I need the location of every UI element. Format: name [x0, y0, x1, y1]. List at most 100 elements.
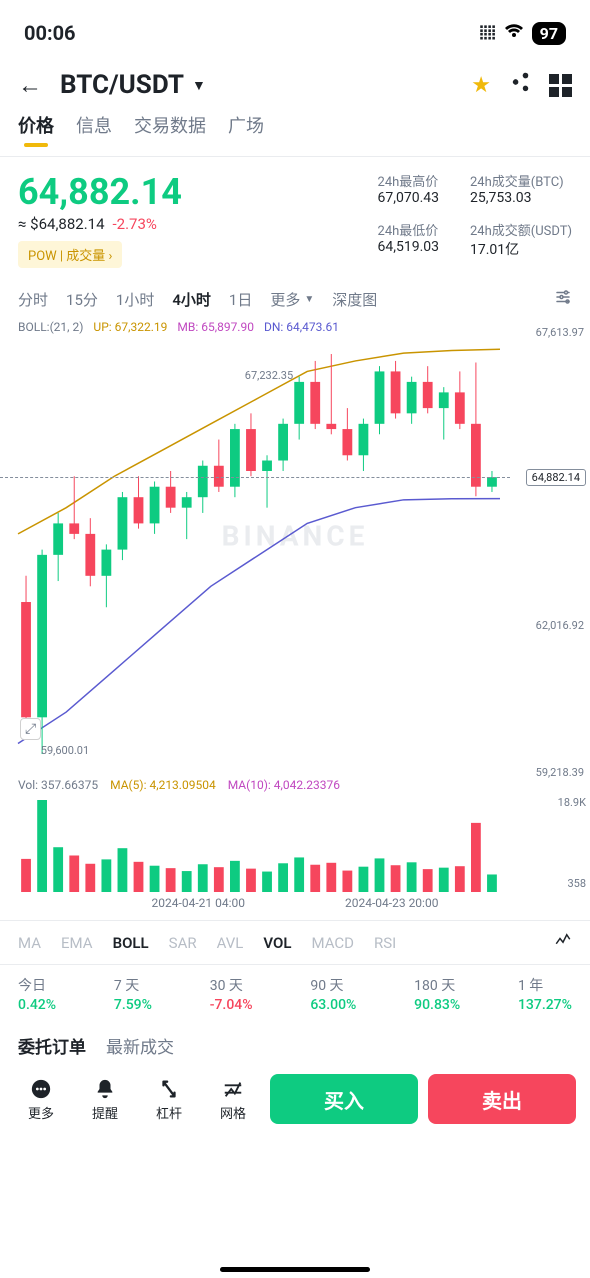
period-label: 90 天 [310, 975, 343, 995]
battery-level: 97 [532, 22, 566, 45]
local-low-label: 59,600.01 [41, 744, 89, 757]
more-label: 更多 [28, 1103, 54, 1122]
main-tabs: 价格信息交易数据广场 [0, 112, 590, 157]
indicator-boll[interactable]: BOLL [113, 934, 149, 952]
volume-chart[interactable]: 18.9K 358 [0, 794, 590, 892]
pct-change: -2.73% [113, 215, 157, 233]
margin-button[interactable]: 杠杆 [142, 1077, 196, 1122]
grid-label: 网格 [220, 1103, 246, 1122]
period-5[interactable]: 1 年137.27% [518, 975, 572, 1013]
vol-label: Vol: 357.66375 [18, 778, 98, 792]
order-tab-0[interactable]: 委托订单 [18, 1033, 86, 1058]
period-1[interactable]: 7 天7.59% [114, 975, 152, 1013]
candlestick-svg [0, 334, 510, 774]
y-axis-label: 59,218.39 [536, 766, 584, 779]
stat-high-label: 24h最高价 [378, 171, 456, 190]
grid-trading-icon [222, 1077, 244, 1101]
timeframe-4[interactable]: 1日 [229, 289, 252, 310]
indicator-vol[interactable]: VOL [263, 934, 291, 952]
buy-button[interactable]: 买入 [270, 1074, 418, 1124]
period-value: -7.04% [210, 997, 253, 1013]
indicator-ema[interactable]: EMA [61, 934, 93, 952]
period-value: 90.83% [414, 997, 460, 1013]
back-icon[interactable]: ← [18, 71, 42, 100]
status-time: 00:06 [24, 21, 76, 45]
depth-chart-button[interactable]: 深度图 [332, 289, 377, 310]
period-label: 7 天 [114, 975, 139, 995]
sell-button[interactable]: 卖出 [428, 1074, 576, 1124]
y-axis-label: 62,016.92 [536, 619, 584, 632]
stat-volusdt: 17.01亿 [470, 239, 572, 259]
timeframe-more[interactable]: 更多 ▼ [270, 289, 314, 310]
period-value: 137.27% [518, 997, 572, 1013]
indicator-sar[interactable]: SAR [169, 934, 197, 952]
timeframe-1[interactable]: 15分 [66, 289, 98, 310]
timeframe-3[interactable]: 4小时 [172, 289, 211, 310]
stats-grid: 24h最高价 67,070.43 24h成交量(BTC) 25,753.03 2… [378, 171, 572, 268]
price-chart[interactable]: BINANCE 67,613.9764,882.1462,016.9259,21… [0, 334, 590, 774]
status-bar: 00:06 ⦙⦙⦙⦙ 97 [0, 0, 590, 58]
boll-indicator-line: BOLL:(21, 2) UP: 67,322.19 MB: 65,897.90… [0, 318, 590, 334]
period-0[interactable]: 今日 0.42% [18, 975, 56, 1013]
chart-settings-icon[interactable] [554, 288, 572, 310]
pair-title-text: BTC/USDT [60, 70, 184, 100]
indicator-ma[interactable]: MA [18, 934, 41, 952]
timeframe-tabs: 分时 15分 1小时 4小时 1日更多 ▼ 深度图 [0, 278, 590, 318]
alert-button[interactable]: 提醒 [78, 1077, 132, 1122]
indicator-avl[interactable]: AVL [217, 934, 244, 952]
stat-volbtc-label: 24h成交量(BTC) [470, 171, 572, 190]
period-value: 63.00% [310, 997, 356, 1013]
vol-y-bottom: 358 [567, 877, 586, 890]
order-tab-1[interactable]: 最新成交 [106, 1033, 174, 1058]
period-label: 30 天 [210, 975, 243, 995]
period-returns: 今日 0.42% 7 天7.59% 30 天 -7.04% 90 天 63.00% 180 天… [0, 965, 590, 1025]
pair-selector[interactable]: BTC/USDT ▼ [60, 70, 206, 100]
period-2[interactable]: 30 天 -7.04% [210, 975, 253, 1013]
boll-up: UP: 67,322.19 [93, 320, 167, 334]
boll-mb: MB: 65,897.90 [177, 320, 254, 334]
bell-icon [94, 1077, 116, 1101]
period-value: 0.42% [18, 997, 56, 1013]
expand-icon[interactable]: ⤢ [20, 718, 41, 740]
boll-label: BOLL:(21, 2) [18, 320, 83, 334]
sparkline-icon[interactable] [554, 931, 572, 954]
x-label-0: 2024-04-21 04:00 [152, 896, 245, 910]
indicator-rsi[interactable]: RSI [374, 934, 396, 952]
vol-y-top: 18.9K [558, 796, 586, 809]
x-axis: 2024-04-21 04:00 2024-04-23 20:00 [0, 892, 590, 920]
margin-icon [158, 1077, 180, 1101]
tab-2[interactable]: 交易数据 [134, 112, 206, 146]
grid-button[interactable]: 网格 [206, 1077, 260, 1122]
period-3[interactable]: 90 天 63.00% [310, 975, 356, 1013]
pow-badge[interactable]: POW | 成交量 › [18, 241, 122, 268]
status-right: ⦙⦙⦙⦙ 97 [480, 22, 567, 45]
current-price-line [0, 477, 510, 478]
price-section: 64,882.14 ≈ $64,882.14 -2.73% POW | 成交量 … [0, 157, 590, 278]
stat-low: 64,519.03 [378, 239, 456, 255]
stat-low-label: 24h最低价 [378, 220, 456, 239]
tab-0[interactable]: 价格 [18, 112, 54, 146]
wifi-icon [504, 23, 524, 44]
header: ← BTC/USDT ▼ ★ [0, 58, 590, 112]
layout-icon[interactable] [549, 74, 572, 97]
share-icon[interactable] [509, 71, 531, 99]
x-label-1: 2024-04-23 20:00 [345, 896, 438, 910]
stat-volusdt-label: 24h成交额(USDT) [470, 220, 572, 239]
signal-icon: ⦙⦙⦙⦙ [480, 23, 496, 44]
period-label: 180 天 [414, 975, 455, 995]
period-4[interactable]: 180 天 90.83% [414, 975, 460, 1013]
vol-ma10: MA(10): 4,042.23376 [228, 778, 340, 792]
tab-1[interactable]: 信息 [76, 112, 112, 146]
stat-volbtc: 25,753.03 [470, 190, 572, 206]
period-label: 今日 [18, 975, 46, 995]
timeframe-0[interactable]: 分时 [18, 289, 48, 310]
margin-label: 杠杆 [156, 1103, 182, 1122]
usd-equivalent: ≈ $64,882.14 [18, 215, 105, 233]
tab-3[interactable]: 广场 [228, 112, 264, 146]
indicator-macd[interactable]: MACD [311, 934, 354, 952]
indicator-tabs: MA EMA BOLL SAR AVL VOL MACD RSI [0, 920, 590, 965]
more-button[interactable]: 更多 [14, 1077, 68, 1122]
timeframe-2[interactable]: 1小时 [116, 289, 154, 310]
favorite-icon[interactable]: ★ [471, 73, 491, 98]
vol-ma5: MA(5): 4,213.09504 [110, 778, 216, 792]
